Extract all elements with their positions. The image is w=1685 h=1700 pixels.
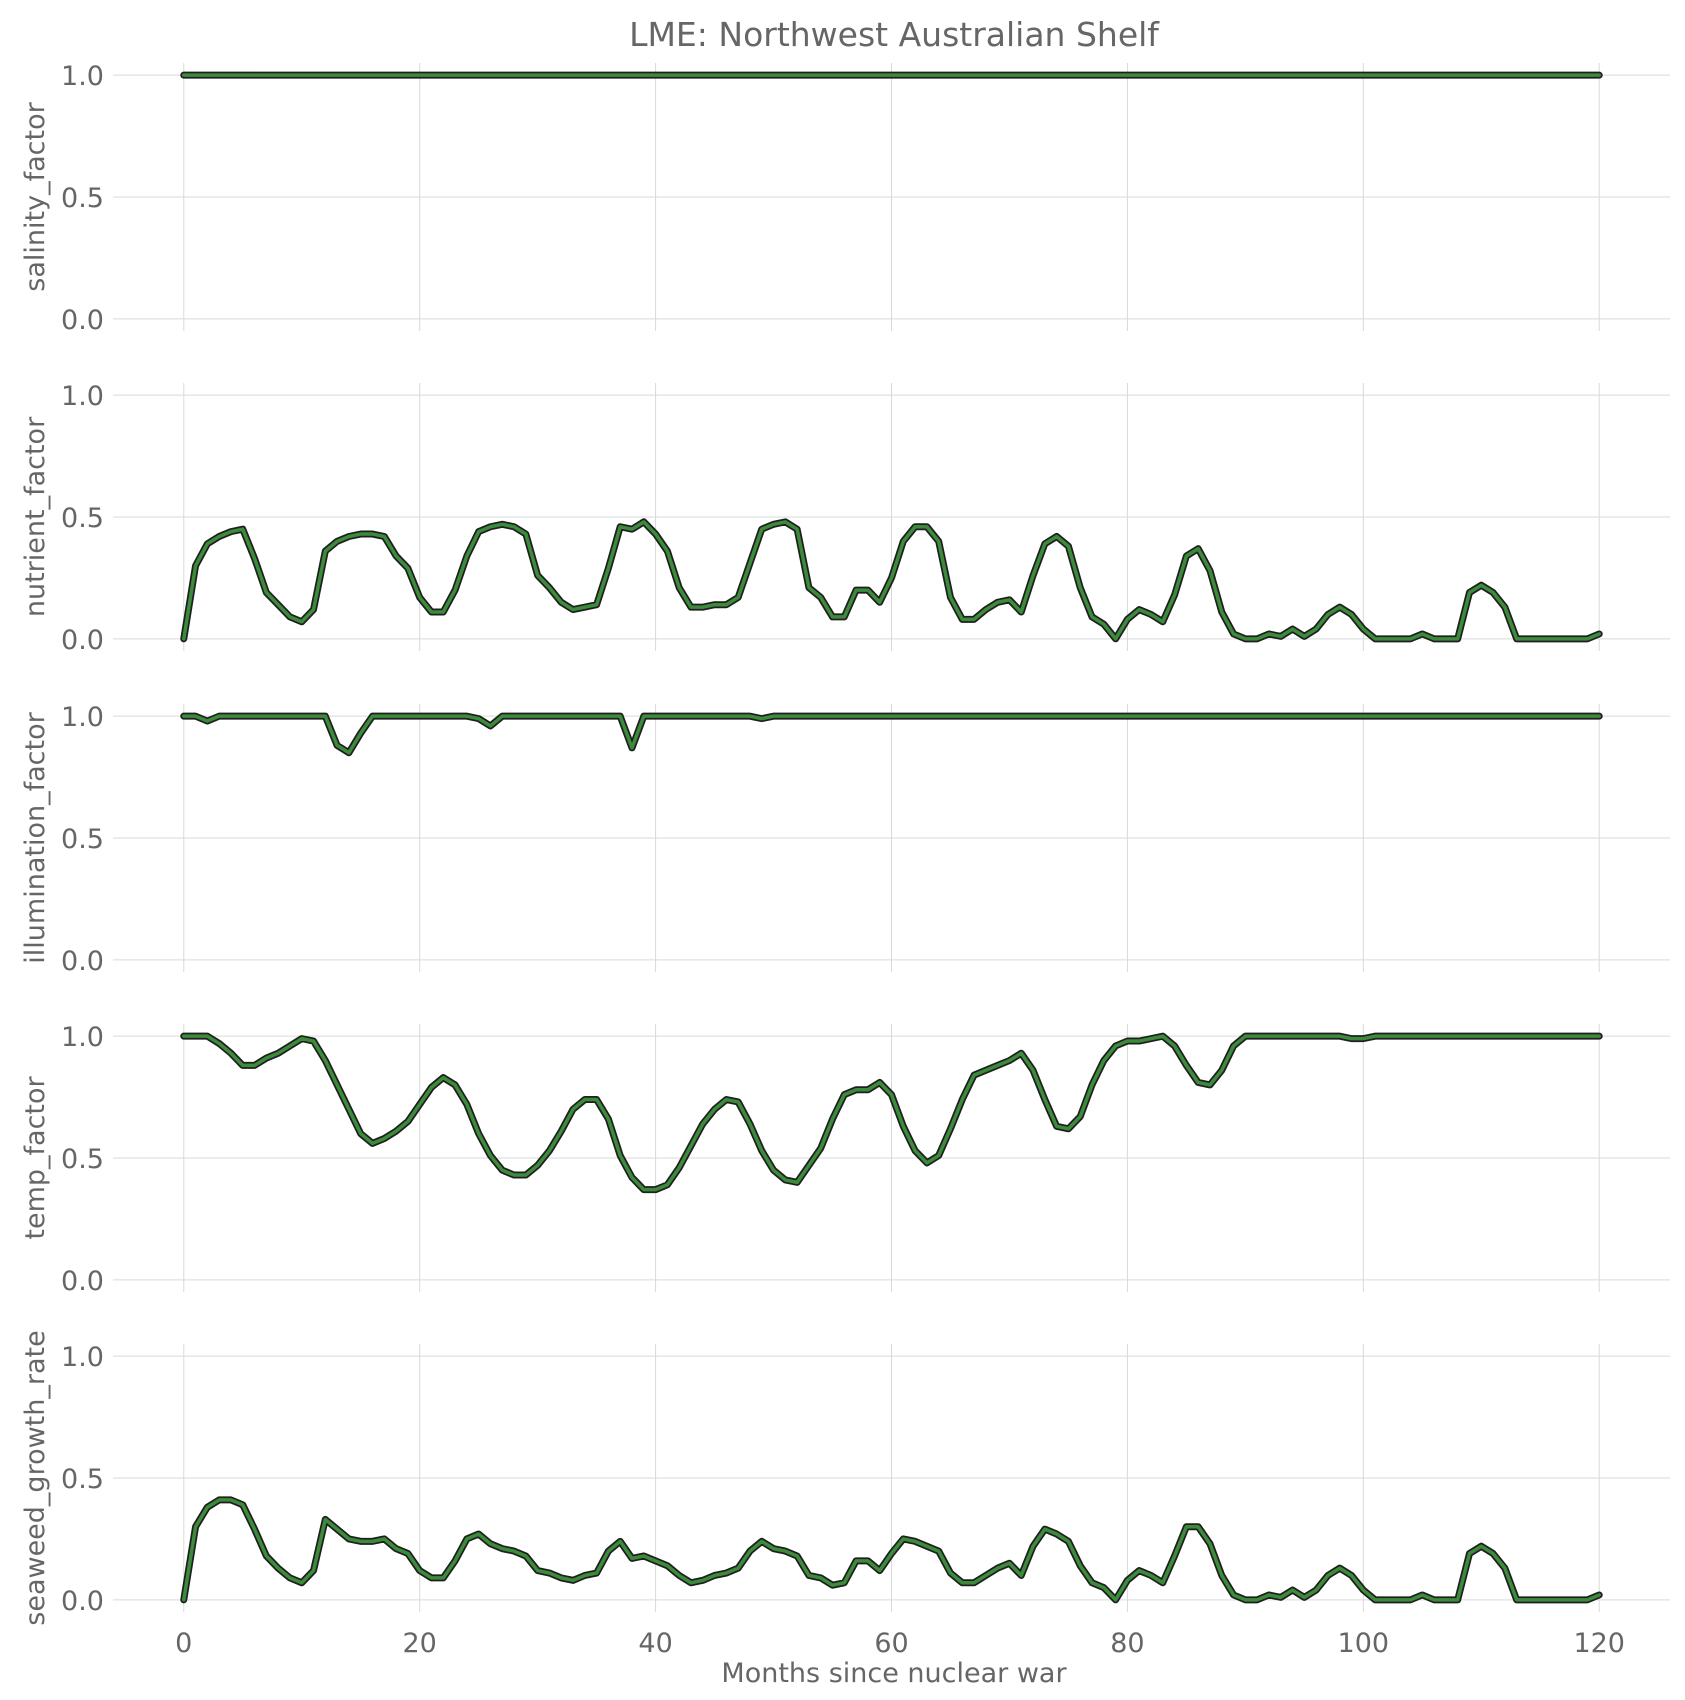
y-tick-label: 0.5 bbox=[61, 824, 104, 855]
y-tick-label: 0.5 bbox=[61, 183, 104, 214]
y-tick-label: 0.0 bbox=[61, 946, 104, 977]
y-tick-label: 1.0 bbox=[61, 381, 104, 412]
chart-title: LME: Northwest Australian Shelf bbox=[629, 15, 1160, 54]
panel-salinity-factor: 0.0 0.5 1.0 salinity_factor bbox=[20, 61, 1670, 336]
y-tick-label: 0.5 bbox=[61, 503, 104, 534]
y-tick-label: 0.5 bbox=[61, 1144, 104, 1175]
y-tick-label: 0.0 bbox=[61, 1266, 104, 1297]
series-line bbox=[182, 714, 1601, 755]
series-line bbox=[182, 520, 1601, 641]
x-tick-label: 80 bbox=[1110, 1628, 1144, 1659]
series-line bbox=[182, 1498, 1601, 1602]
panel-seaweed-growth-rate: 0.0 0.5 1.0 seaweed_growth_rate 0 20 40 60 80 100… bbox=[20, 1330, 1670, 1659]
y-tick-label: 1.0 bbox=[61, 1342, 104, 1373]
x-tick-label: 60 bbox=[874, 1628, 908, 1659]
y-axis-label: temp_factor bbox=[20, 1075, 51, 1239]
y-tick-label: 0.5 bbox=[61, 1464, 104, 1495]
x-axis-label: Months since nuclear war bbox=[721, 1658, 1067, 1689]
y-tick-label: 0.0 bbox=[61, 625, 104, 656]
x-tick-label: 0 bbox=[175, 1628, 192, 1659]
y-tick-label: 0.0 bbox=[61, 1586, 104, 1617]
y-tick-label: 1.0 bbox=[61, 702, 104, 733]
series-line bbox=[182, 1034, 1601, 1192]
y-tick-label: 1.0 bbox=[61, 61, 104, 92]
y-axis-label: illumination_factor bbox=[20, 711, 51, 963]
panel-temp-factor: 0.0 0.5 1.0 temp_factor bbox=[20, 1022, 1670, 1297]
x-tick-label: 120 bbox=[1573, 1628, 1625, 1659]
y-axis-label: nutrient_factor bbox=[20, 416, 51, 617]
y-axis-label: seaweed_growth_rate bbox=[20, 1330, 51, 1625]
x-tick-label: 40 bbox=[638, 1628, 672, 1659]
panel-nutrient-factor: 0.0 0.5 1.0 nutrient_factor bbox=[20, 381, 1670, 656]
y-tick-label: 0.0 bbox=[61, 305, 104, 336]
y-axis-label: salinity_factor bbox=[20, 101, 51, 291]
y-tick-label: 1.0 bbox=[61, 1022, 104, 1053]
panel-illumination-factor: 0.0 0.5 1.0 illumination_factor bbox=[20, 702, 1670, 977]
panels: 0.0 0.5 1.0 salinity_factor 0.0 0.5 1.0 nutrien… bbox=[20, 61, 1670, 1659]
x-tick-label: 20 bbox=[403, 1628, 437, 1659]
x-tick-label: 100 bbox=[1338, 1628, 1390, 1659]
